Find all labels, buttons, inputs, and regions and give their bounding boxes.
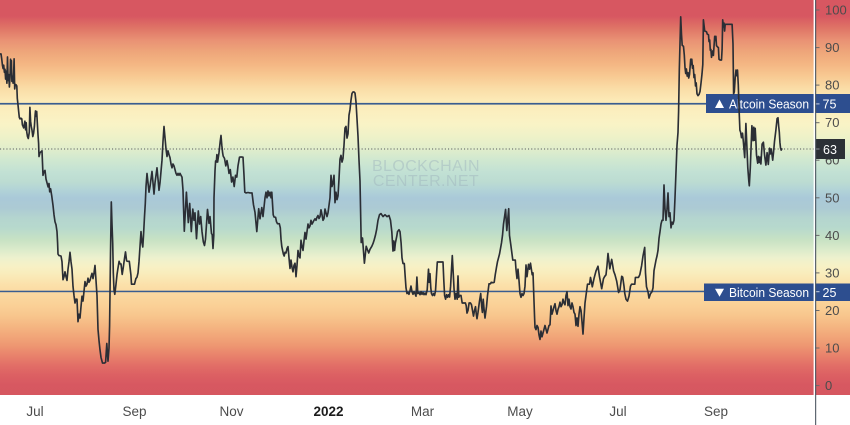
svg-text:70: 70 (825, 115, 839, 130)
svg-text:63: 63 (823, 143, 837, 157)
svg-text:90: 90 (825, 40, 839, 55)
svg-text:25: 25 (823, 286, 837, 300)
svg-text:Sep: Sep (122, 404, 146, 419)
svg-text:2022: 2022 (313, 404, 343, 419)
svg-text:30: 30 (825, 265, 839, 280)
svg-text:Jul: Jul (26, 404, 43, 419)
svg-text:CENTER.NET: CENTER.NET (373, 173, 479, 190)
svg-text:20: 20 (825, 303, 839, 318)
svg-text:Altcoin Season: Altcoin Season (729, 97, 809, 111)
svg-text:75: 75 (823, 97, 837, 111)
svg-text:10: 10 (825, 341, 839, 356)
svg-text:Jul: Jul (609, 404, 626, 419)
svg-text:50: 50 (825, 190, 839, 205)
svg-text:80: 80 (825, 78, 839, 93)
svg-text:May: May (507, 404, 533, 419)
svg-text:BLOCKCHAIN: BLOCKCHAIN (372, 158, 480, 175)
svg-text:40: 40 (825, 228, 839, 243)
svg-text:Sep: Sep (704, 404, 728, 419)
svg-text:Nov: Nov (219, 404, 243, 419)
svg-text:0: 0 (825, 378, 832, 393)
svg-text:Mar: Mar (411, 404, 435, 419)
svg-text:100: 100 (825, 3, 847, 18)
svg-text:Bitcoin Season: Bitcoin Season (729, 286, 809, 300)
